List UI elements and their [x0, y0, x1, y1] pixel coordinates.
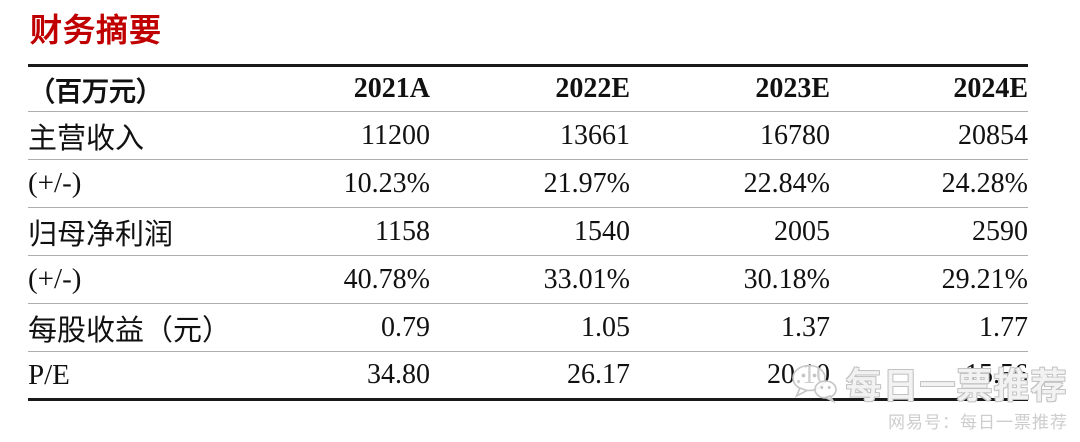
row-label: (+/-) — [28, 167, 82, 199]
table-header-row: （百万元） 2021A 2022E 2023E 2024E — [28, 65, 1028, 112]
cell-value: 0.79 — [381, 311, 430, 343]
row-label: 归母净利润 — [28, 218, 174, 251]
table-row: 主营收入 11200 13661 16780 20854 — [28, 112, 1028, 160]
watermark: 每日一票推荐 网易号：每日一票推荐 — [790, 363, 1068, 434]
cell-value: 1158 — [375, 215, 430, 247]
financial-summary-table: （百万元） 2021A 2022E 2023E 2024E 主营收入 11200 13661… — [28, 64, 1028, 401]
table-row: (+/-) 10.23% 21.97% 22.84% 24.28% — [28, 160, 1028, 208]
cell-value: 40.78% — [343, 263, 430, 295]
row-label: 每股收益（元） — [28, 314, 232, 347]
cell-value: 26.17 — [567, 359, 630, 390]
column-header-year: 2023E — [630, 65, 830, 112]
table-body: 主营收入 11200 13661 16780 20854 (+/-) 10.23% 21.97… — [28, 112, 1028, 400]
cell-value: 11200 — [361, 119, 430, 151]
cell-value: 24.28% — [941, 167, 1028, 199]
cell-value: 2005 — [774, 215, 830, 247]
watermark-main-row: 每日一票推荐 — [790, 363, 1068, 410]
cell-value: 1.37 — [781, 311, 830, 343]
cell-value: 1.77 — [979, 311, 1028, 343]
table-row: 归母净利润 1158 1540 2005 2590 — [28, 208, 1028, 256]
cell-value: 33.01% — [543, 263, 630, 295]
row-label: 主营收入 — [28, 122, 145, 155]
cell-value: 10.23% — [343, 167, 430, 199]
table-row: 每股收益（元） 0.79 1.05 1.37 1.77 — [28, 304, 1028, 352]
wechat-icon — [790, 363, 838, 410]
cell-value: 34.80 — [367, 359, 430, 390]
cell-value: 1540 — [574, 215, 630, 247]
cell-value: 1.05 — [581, 311, 630, 343]
cell-value: 13661 — [560, 119, 630, 151]
column-header-year: 2021A — [258, 65, 430, 112]
row-label: P/E — [28, 358, 70, 391]
column-header-year: 2024E — [830, 65, 1028, 112]
column-header-year: 2022E — [430, 65, 630, 112]
cell-value: 16780 — [760, 119, 830, 151]
cell-value: 2590 — [972, 215, 1028, 247]
row-label: (+/-) — [28, 263, 82, 295]
cell-value: 30.18% — [743, 263, 830, 295]
cell-value: 21.97% — [543, 167, 630, 199]
watermark-title: 每日一票推荐 — [845, 366, 1068, 406]
table-row: (+/-) 40.78% 33.01% 30.18% 29.21% — [28, 256, 1028, 304]
cell-value: 15.56 — [965, 359, 1028, 390]
cell-value: 29.21% — [941, 263, 1028, 295]
watermark-account: 网易号：每日一票推荐 — [888, 413, 1068, 432]
page-title: 财务摘要 — [30, 12, 163, 48]
column-header-unit: （百万元） — [28, 65, 258, 112]
cell-value: 20854 — [958, 119, 1028, 151]
cell-value: 22.84% — [743, 167, 830, 199]
